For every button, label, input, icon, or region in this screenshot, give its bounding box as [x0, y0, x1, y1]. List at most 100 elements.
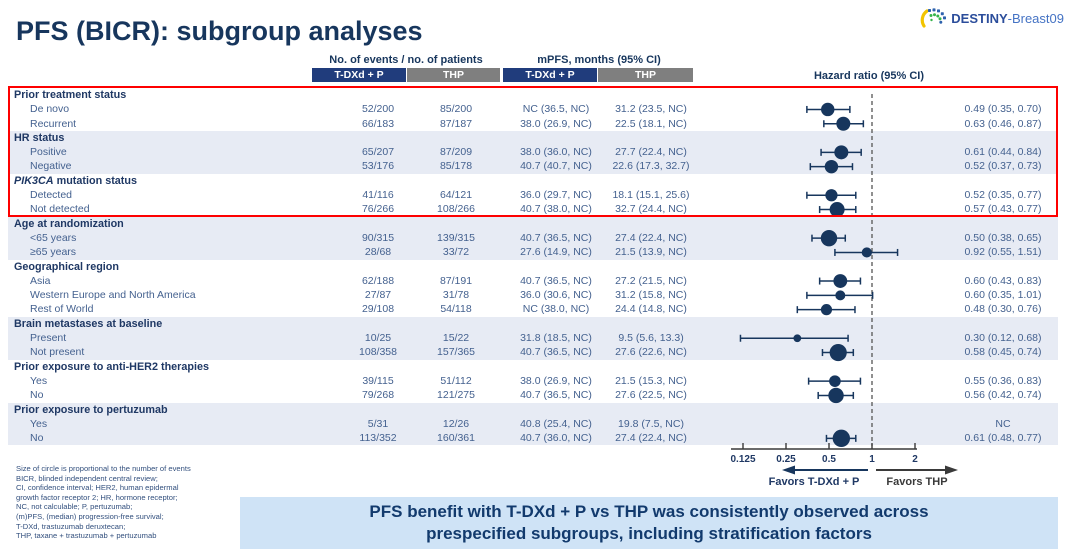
- mpfs-thp-cell: 31.2 (23.5, NC): [615, 103, 687, 116]
- favors-right-arrowhead-icon: [945, 465, 958, 475]
- mpfs-column-group-header: mPFS, months (95% CI): [537, 54, 661, 66]
- mpfs-thp-cell: 22.5 (18.1, NC): [615, 117, 687, 130]
- events-tdxd-p-cell: 5/31: [367, 417, 389, 430]
- destiny-breast09-logo-icon: [920, 8, 947, 28]
- hazard-ratio-cell: 0.55 (0.36, 0.83): [964, 374, 1042, 387]
- table-row: Prior treatment status: [8, 88, 1058, 102]
- mpfs-tdxd-p-cell: 40.7 (36.5, NC): [520, 346, 592, 359]
- table-row: Brain metastases at baseline: [8, 317, 1058, 331]
- mpfs-tdxd-p-cell: 40.7 (36.5, NC): [520, 274, 592, 287]
- mpfs-tdxd-p-cell: 27.6 (14.9, NC): [520, 246, 592, 259]
- row-label: Rest of World: [30, 303, 94, 316]
- events-thp-cell: 87/209: [439, 146, 473, 159]
- events-thp-cell: 15/22: [442, 332, 470, 345]
- table-row: Not present 108/358 157/365 40.7 (36.5, NC)…: [8, 345, 1058, 359]
- events-thp-cell: 87/191: [439, 274, 473, 287]
- footnote-line: THP, taxane + trastuzumab + pertuzumab: [16, 531, 157, 541]
- table-row: Not detected 76/266 108/266 40.7 (38.0, NC)…: [8, 202, 1058, 216]
- arm-header-thp-events: THP: [407, 68, 500, 82]
- hazard-ratio-cell: 0.61 (0.48, 0.77): [964, 432, 1042, 445]
- row-label: ≥65 years: [30, 246, 77, 259]
- trial-name-light: -Breast09: [1007, 10, 1064, 26]
- row-label: Present: [30, 332, 67, 345]
- events-tdxd-p-cell: 39/115: [362, 374, 394, 387]
- subgroup-header-label: Age at randomization: [14, 217, 124, 230]
- events-tdxd-p-cell: 29/108: [361, 303, 395, 316]
- subgroup-block: Brain metastases at baseline Present 10/25…: [8, 316, 1058, 360]
- table-row: Prior exposure to pertuzumab: [8, 403, 1058, 417]
- events-thp-cell: 33/72: [442, 246, 470, 259]
- axis-tick-label: 2: [912, 454, 918, 465]
- events-tdxd-p-cell: 76/266: [361, 203, 395, 216]
- hazard-ratio-cell: 0.56 (0.42, 0.74): [964, 389, 1042, 402]
- hazard-ratio-cell: NC: [995, 417, 1011, 430]
- table-row: Geographical region: [8, 260, 1058, 274]
- trial-name-bold: DESTINY: [951, 10, 1008, 26]
- mpfs-thp-cell: 24.4 (14.8, NC): [615, 303, 687, 316]
- table-row: Yes 39/115 51/112 38.0 (26.9, NC) 21.5 (15.3…: [8, 374, 1058, 388]
- mpfs-tdxd-p-cell: 38.0 (26.9, NC): [520, 374, 592, 387]
- hazard-ratio-cell: 0.60 (0.35, 1.01): [964, 289, 1042, 302]
- events-thp-cell: 160/361: [437, 432, 475, 445]
- mpfs-tdxd-p-cell: 40.7 (36.5, NC): [520, 389, 592, 402]
- mpfs-tdxd-p-cell: 38.0 (36.0, NC): [520, 146, 592, 159]
- table-row: Present 10/25 15/22 31.8 (18.5, NC) 9.5 (5.6…: [8, 331, 1058, 345]
- axis-tick-label: 0.5: [822, 454, 836, 465]
- events-tdxd-p-cell: 62/188: [361, 274, 395, 287]
- events-tdxd-p-cell: 10/25: [364, 332, 392, 345]
- subgroup-block: Prior exposure to anti-HER2 therapies Yes…: [8, 360, 1058, 403]
- events-thp-cell: 157/365: [437, 346, 475, 359]
- events-thp-cell: 121/275: [437, 389, 475, 402]
- row-label: Recurrent: [30, 117, 77, 130]
- subgroup-block: Geographical region Asia 62/188 87/191 40.7 …: [8, 260, 1058, 317]
- events-thp-cell: 139/315: [437, 231, 475, 244]
- mpfs-thp-cell: 27.4 (22.4, NC): [615, 231, 687, 244]
- axis-tick-label: 0.25: [776, 454, 796, 465]
- table-row: HR status: [8, 131, 1058, 145]
- events-thp-cell: 85/178: [439, 160, 473, 173]
- row-label: De novo: [30, 103, 70, 116]
- footnote-line: NC, not calculable; P, pertuzumab;: [16, 502, 133, 512]
- mpfs-thp-cell: 21.5 (15.3, NC): [615, 374, 687, 387]
- page-title: PFS (BICR): subgroup analyses: [16, 16, 423, 46]
- events-tdxd-p-cell: 108/358: [359, 346, 397, 359]
- subgroup-block: Prior treatment status De novo 52/200 85/20…: [8, 88, 1058, 131]
- mpfs-tdxd-p-cell: 40.7 (36.5, NC): [520, 231, 592, 244]
- table-row: Prior exposure to anti-HER2 therapies: [8, 360, 1058, 374]
- row-label: No: [30, 389, 44, 402]
- hazard-ratio-cell: 0.63 (0.46, 0.87): [964, 117, 1042, 130]
- conclusion-banner: PFS benefit with T-DXd + P vs THP was co…: [240, 497, 1058, 549]
- table-row: Age at randomization: [8, 217, 1058, 231]
- row-label: Positive: [30, 146, 67, 159]
- events-tdxd-p-cell: 27/87: [364, 289, 392, 302]
- footnote-line: growth factor receptor 2; HR, hormone re…: [16, 492, 178, 502]
- row-label: Detected: [30, 189, 73, 202]
- axis-tick-label: 0.125: [730, 454, 755, 465]
- hazard-ratio-cell: 0.57 (0.43, 0.77): [964, 203, 1042, 216]
- events-tdxd-p-cell: 90/315: [361, 231, 395, 244]
- hazard-ratio-cell: 0.58 (0.45, 0.74): [964, 346, 1042, 359]
- hazard-ratio-cell: 0.92 (0.55, 1.51): [964, 246, 1042, 259]
- subgroup-block: Age at randomization <65 years 90/315 139/3…: [8, 216, 1058, 260]
- mpfs-tdxd-p-cell: 40.7 (36.0, NC): [520, 432, 592, 445]
- subgroup-header-label: HR status: [14, 131, 65, 144]
- events-thp-cell: 12/26: [442, 417, 470, 430]
- events-tdxd-p-cell: 41/116: [362, 189, 394, 202]
- mpfs-tdxd-p-cell: 40.8 (25.4, NC): [520, 417, 592, 430]
- trial-logo-text: DESTINY-Breast09: [951, 11, 1064, 26]
- hazard-ratio-cell: 0.49 (0.35, 0.70): [964, 103, 1042, 116]
- events-tdxd-p-cell: 28/68: [364, 246, 392, 259]
- footnote-line: T-DXd, trastuzumab deruxtecan;: [16, 521, 126, 531]
- conclusion-line-1: PFS benefit with T-DXd + P vs THP was co…: [369, 501, 929, 521]
- mpfs-thp-cell: 21.5 (13.9, NC): [615, 246, 687, 259]
- table-row: No 113/352 160/361 40.7 (36.0, NC) 27.4 (22.…: [8, 431, 1058, 445]
- table-row: PIK3CA mutation status: [8, 174, 1058, 188]
- table-row: Negative 53/176 85/178 40.7 (40.7, NC) 22.6 …: [8, 159, 1058, 173]
- events-tdxd-p-cell: 52/200: [361, 103, 395, 116]
- mpfs-thp-cell: 27.4 (22.4, NC): [615, 432, 687, 445]
- row-label: Not present: [30, 346, 85, 359]
- hazard-ratio-cell: 0.52 (0.35, 0.77): [964, 189, 1042, 202]
- arm-header-tdxd-mpfs: T-DXd + P: [503, 68, 597, 82]
- favors-left-arrowhead-icon: [782, 465, 795, 475]
